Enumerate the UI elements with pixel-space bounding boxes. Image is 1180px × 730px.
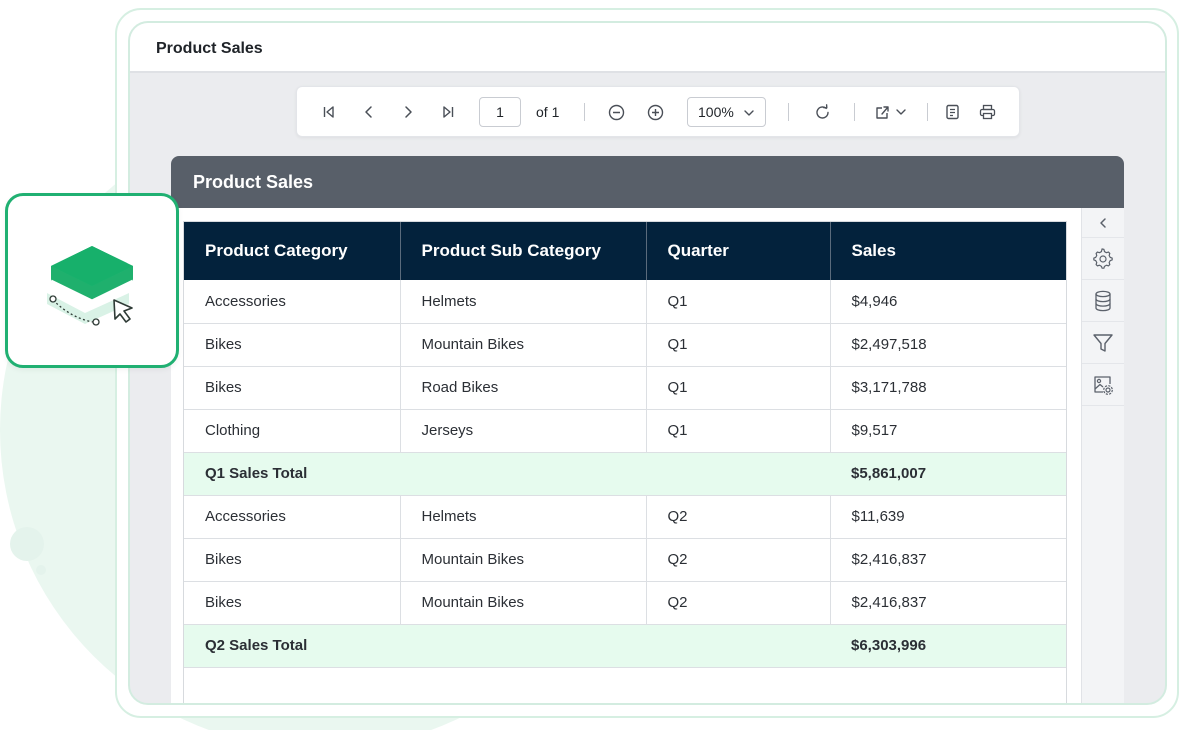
- table-cell: Bikes: [184, 538, 401, 582]
- toolbar-separator: [584, 103, 585, 121]
- table-row: Bikes Mountain Bikes Q2 $2,416,837: [184, 581, 1066, 625]
- table-cell: $3,171,788: [830, 366, 1066, 410]
- table-row: Clothing Jerseys Q1 $9,517: [184, 409, 1066, 453]
- table-cell: $2,416,837: [830, 581, 1066, 625]
- table-cell: Clothing: [184, 409, 401, 453]
- table-header-row: Product Category Product Sub Category Qu…: [184, 222, 1066, 280]
- toolbar-separator: [854, 103, 855, 121]
- table-cell: Helmets: [400, 280, 647, 324]
- table-cell: Helmets: [400, 495, 647, 539]
- subtotal-row: Q2 Sales Total $6,303,996: [184, 624, 1066, 668]
- settings-gear-icon[interactable]: [1082, 238, 1124, 280]
- column-header[interactable]: Quarter: [646, 222, 831, 280]
- subtotal-label: Q2 Sales Total: [184, 624, 830, 668]
- table-cell: Jerseys: [400, 409, 647, 453]
- sales-table: Product Category Product Sub Category Qu…: [184, 222, 1066, 668]
- subtotal-value: $6,303,996: [830, 624, 1066, 668]
- properties-side-panel: [1081, 208, 1124, 703]
- next-page-icon[interactable]: [398, 102, 418, 122]
- table-row: Accessories Helmets Q2 $11,639: [184, 495, 1066, 539]
- report-viewer-window: Product Sales 1 of 1: [128, 21, 1167, 705]
- table-cell: Q1: [646, 280, 831, 324]
- viewer-toolbar: 1 of 1 100%: [296, 86, 1020, 137]
- table-cell: Q1: [646, 366, 831, 410]
- table-cell: $2,416,837: [830, 538, 1066, 582]
- table-cell: Bikes: [184, 323, 401, 367]
- table-cell: $4,946: [830, 280, 1066, 324]
- database-icon[interactable]: [1082, 280, 1124, 322]
- table-cell: $9,517: [830, 409, 1066, 453]
- background-dot: [36, 565, 46, 575]
- table-cell: Q2: [646, 538, 831, 582]
- table-row: Accessories Helmets Q1 $4,946: [184, 280, 1066, 324]
- report-title: Product Sales: [193, 172, 314, 192]
- table-cell: Mountain Bikes: [400, 538, 647, 582]
- subtotal-value: $5,861,007: [830, 452, 1066, 496]
- chevron-down-icon: [743, 106, 755, 122]
- filter-icon[interactable]: [1082, 322, 1124, 364]
- page-setup-icon[interactable]: [942, 102, 962, 122]
- sales-table-container: Product Category Product Sub Category Qu…: [183, 221, 1067, 703]
- table-cell: Q2: [646, 495, 831, 539]
- export-icon[interactable]: [874, 101, 910, 123]
- refresh-icon[interactable]: [811, 101, 833, 123]
- window-header: Product Sales: [130, 23, 1165, 73]
- column-header[interactable]: Product Sub Category: [400, 222, 647, 280]
- feature-badge: [5, 193, 179, 368]
- collapse-chevron-icon[interactable]: [1082, 208, 1124, 238]
- previous-page-icon[interactable]: [359, 102, 379, 122]
- report-page: Product Sales Product Category Product S…: [171, 156, 1124, 703]
- first-page-icon[interactable]: [319, 102, 339, 122]
- table-cell: Bikes: [184, 581, 401, 625]
- table-cell: Q2: [646, 581, 831, 625]
- last-page-icon[interactable]: [438, 102, 458, 122]
- toolbar-separator: [788, 103, 789, 121]
- zoom-select[interactable]: 100%: [687, 97, 766, 127]
- layers-cursor-icon: [47, 246, 134, 326]
- table-cell: Accessories: [184, 280, 401, 324]
- table-cell: Road Bikes: [400, 366, 647, 410]
- table-cell: Mountain Bikes: [400, 581, 647, 625]
- table-row: Bikes Road Bikes Q1 $3,171,788: [184, 366, 1066, 410]
- window-title: Product Sales: [156, 40, 263, 57]
- table-cell: Bikes: [184, 366, 401, 410]
- report-header: Product Sales: [171, 156, 1124, 208]
- background-dot: [10, 527, 44, 561]
- zoom-value: 100%: [698, 104, 734, 120]
- table-cell: Mountain Bikes: [400, 323, 647, 367]
- table-row: Bikes Mountain Bikes Q1 $2,497,518: [184, 323, 1066, 367]
- table-cell: $2,497,518: [830, 323, 1066, 367]
- page-number-input[interactable]: 1: [479, 97, 521, 127]
- zoom-in-icon[interactable]: [645, 102, 665, 122]
- subtotal-row: Q1 Sales Total $5,861,007: [184, 452, 1066, 496]
- page-count-label: of 1: [536, 104, 560, 120]
- table-row: Bikes Mountain Bikes Q2 $2,416,837: [184, 538, 1066, 582]
- table-cell: $11,639: [830, 495, 1066, 539]
- toolbar-separator: [927, 103, 928, 121]
- print-icon[interactable]: [977, 102, 997, 122]
- column-header[interactable]: Product Category: [184, 222, 401, 280]
- table-cell: Accessories: [184, 495, 401, 539]
- image-settings-icon[interactable]: [1082, 364, 1124, 406]
- table-cell: Q1: [646, 409, 831, 453]
- table-cell: Q1: [646, 323, 831, 367]
- column-header[interactable]: Sales: [830, 222, 1066, 280]
- zoom-out-icon[interactable]: [606, 102, 626, 122]
- subtotal-label: Q1 Sales Total: [184, 452, 830, 496]
